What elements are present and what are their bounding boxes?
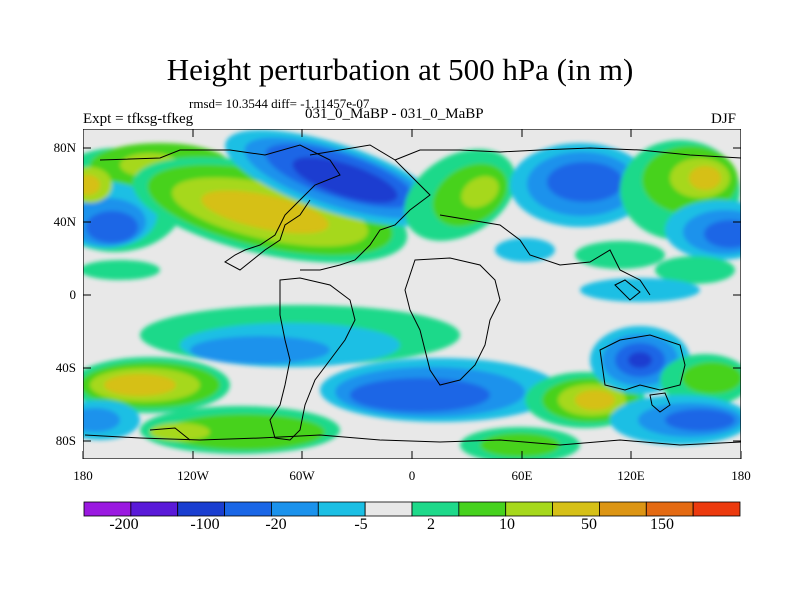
- lat-label-40s: 40S: [55, 360, 76, 375]
- colorbar-box: [552, 501, 600, 517]
- runs-label: 031_0_MaBP - 031_0_MaBP: [305, 106, 484, 122]
- lat-label-40n: 40N: [53, 214, 76, 229]
- colorbar-box: [692, 501, 741, 517]
- colorbar-label: 10: [499, 516, 515, 533]
- colorbar-label: -5: [354, 516, 368, 533]
- lat-label-0: 0: [69, 287, 77, 302]
- colorbar-box: [645, 501, 694, 517]
- colorbar-box: [177, 501, 225, 517]
- colorbar-box: [224, 501, 272, 517]
- lon-label-180w: 180: [73, 468, 93, 483]
- lon-label-60w: 60W: [289, 468, 315, 483]
- lon-label-180e: 180: [731, 468, 751, 483]
- lon-label-120w: 120W: [177, 468, 209, 483]
- colorbar-box: [411, 501, 460, 517]
- lat-label-80s: 80S: [55, 433, 76, 448]
- colorbar-box: [505, 501, 553, 517]
- height-field: [83, 129, 741, 459]
- colorbar-label: -200: [109, 516, 139, 533]
- coastlines: [84, 144, 741, 446]
- colorbar-box: [599, 501, 647, 517]
- lat-label-80n: 80N: [53, 140, 76, 155]
- colorbar-box: [458, 501, 507, 517]
- colorbar-label: 2: [427, 516, 435, 533]
- colorbar-box: [271, 501, 319, 517]
- colorbar-box: [364, 501, 413, 517]
- colorbar-box: [130, 501, 179, 517]
- stats-line: rmsd= 10.3544 diff= -1.11457e-07: [189, 96, 370, 111]
- colorbar: [83, 501, 741, 517]
- colorbar-label: -20: [265, 516, 287, 533]
- season-label: DJF: [711, 111, 737, 127]
- lon-label-0: 0: [408, 468, 416, 483]
- colorbar-box: [317, 501, 366, 517]
- colorbar-label: 150: [650, 516, 674, 533]
- axis-ticks: [82, 129, 742, 459]
- lon-label-120e: 120E: [617, 468, 645, 483]
- colorbar-label: -100: [190, 516, 220, 533]
- colorbar-label: 50: [581, 516, 597, 533]
- page-title: Height perturbation at 500 hPa (in m): [166, 52, 634, 87]
- colorbar-box: [83, 501, 132, 517]
- lon-label-60e: 60E: [511, 468, 533, 483]
- experiment-label: Expt = tfksg-tfkeg: [83, 111, 194, 127]
